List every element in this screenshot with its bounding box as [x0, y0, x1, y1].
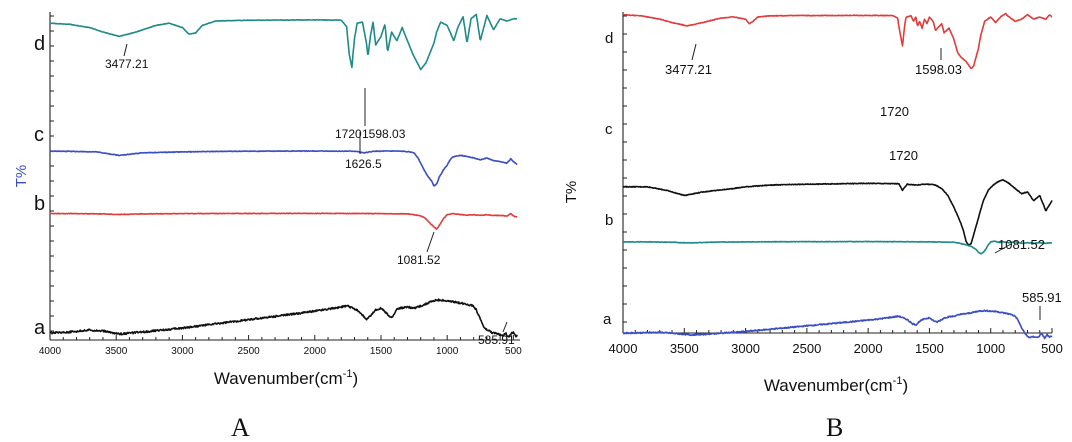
- spectrum-line-c: [49, 150, 518, 187]
- spectrum-line-b: [622, 240, 1053, 255]
- panel-a-x-axis-title: Wavenumber(cm-1): [214, 368, 358, 388]
- x-tick-label: 2500: [237, 346, 260, 357]
- panel-b-x-axis-title: Wavenumber(cm-1): [764, 375, 908, 395]
- panel-b-annot-1598: 1598.03: [915, 62, 962, 77]
- panel-b-curve-label-c: c: [605, 121, 613, 138]
- panel-b-curve-label-a: a: [603, 311, 612, 328]
- panel-b-annot-1720-d: 1720: [880, 104, 909, 119]
- panel-a-annotations: 3477.21 1720 1598.03 1626.5 1081.52 585.…: [105, 43, 515, 347]
- panel-a-annot-1081: 1081.52: [397, 253, 441, 267]
- panel-b-y-ticks: [623, 15, 627, 323]
- panel-b-annotations: 3477.21 1720 1598.03 1720 1081.52 585.91: [665, 43, 1062, 320]
- panel-b-curve-label-d: d: [605, 30, 613, 47]
- spectrum-line-a: [49, 298, 518, 338]
- x-tick-label: 2000: [854, 341, 883, 356]
- spectrum-line-a: [622, 309, 1053, 340]
- panel-b-label: B: [826, 413, 843, 442]
- x-tick-label: 4000: [39, 346, 62, 357]
- panel-a-curve-label-d: d: [34, 33, 45, 55]
- panel-a-annot-3477: 3477.21: [105, 57, 149, 71]
- x-tick-label: 3000: [171, 346, 194, 357]
- panel-b-annot-3477: 3477.21: [665, 62, 712, 77]
- spectrum-line-d: [49, 13, 518, 71]
- panel-b-annot-1081: 1081.52: [998, 237, 1045, 252]
- x-tick-label: 2000: [304, 346, 327, 357]
- panel-a-leader-3477: [123, 43, 128, 57]
- panel-a-leader-585: [502, 321, 508, 333]
- panel-b-series-layer: [622, 12, 1053, 340]
- panel-b-curve-label-b: b: [605, 212, 613, 229]
- panel-a-curve-label-c: c: [34, 124, 44, 146]
- x-tick-label: 1000: [976, 341, 1005, 356]
- panel-a-x-tick-labels: 4000 3500 3000 2500 2000 1500 1000 500: [39, 346, 522, 357]
- panel-a-series-layer: [49, 13, 518, 338]
- x-tick-label: 3500: [105, 346, 128, 357]
- x-tick-label: 500: [1041, 341, 1063, 356]
- panel-a-y-ticks: [50, 15, 54, 332]
- panel-b-leader-3477: [691, 43, 697, 61]
- panel-b-y-axis-title: T%: [563, 181, 580, 204]
- panel-a-x-ticks: [49, 335, 514, 340]
- x-tick-label: 1000: [436, 346, 459, 357]
- panel-b-axes: [622, 12, 1053, 334]
- panel-a-axes: [49, 12, 520, 341]
- x-tick-label: 2500: [792, 341, 821, 356]
- panel-b-chart: 4000 3500 3000 2500 2000 1500 1000 500 Wavenumb…: [563, 12, 1063, 442]
- x-tick-label: 1500: [915, 341, 944, 356]
- panel-b-leader-1081: [994, 243, 1012, 254]
- spectrum-line-c: [622, 178, 1053, 247]
- panel-a-annot-1626: 1626.5: [345, 157, 382, 171]
- panel-a-annot-585: 585.91: [478, 333, 515, 347]
- panel-a-curve-label-a: a: [34, 317, 46, 339]
- panel-a-label: A: [231, 413, 250, 442]
- x-tick-label: 3500: [670, 341, 699, 356]
- panel-a-y-axis-title: T%: [13, 165, 30, 188]
- spectrum-line-d: [622, 12, 1053, 70]
- panel-b-annot-585: 585.91: [1022, 290, 1062, 305]
- panel-a-annot-1720: 1720: [335, 127, 362, 141]
- x-tick-label: 1500: [370, 346, 393, 357]
- panel-b-x-tick-labels: 4000 3500 3000 2500 2000 1500 1000 500: [609, 341, 1063, 356]
- x-tick-label: 4000: [609, 341, 638, 356]
- panel-b-x-ticks: [622, 328, 1053, 333]
- panel-a-leader-1081: [426, 231, 435, 253]
- panel-b-annot-1720-c: 1720: [889, 148, 918, 163]
- panel-a-chart: 4000 3500 3000 2500 2000 1500 1000 500 Wavenumb…: [13, 12, 522, 442]
- x-tick-label: 500: [505, 346, 522, 357]
- panel-a-curve-label-b: b: [34, 193, 45, 215]
- x-tick-label: 3000: [731, 341, 760, 356]
- spectrum-line-b: [49, 212, 518, 230]
- panel-a-annot-1598: 1598.03: [362, 127, 406, 141]
